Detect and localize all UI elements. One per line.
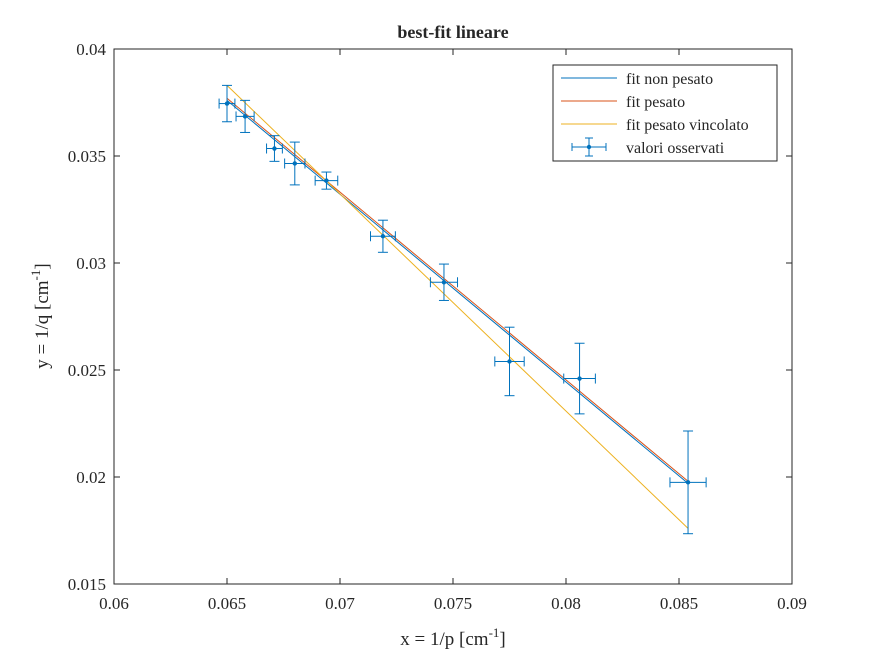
fit-line-fit-non-pesato bbox=[226, 99, 689, 484]
data-points bbox=[218, 84, 707, 535]
y-tick-label: 0.02 bbox=[76, 468, 106, 487]
data-point bbox=[235, 99, 255, 133]
point-marker bbox=[441, 280, 447, 285]
x-axis-label: x = 1/p [cm-1] bbox=[400, 625, 505, 650]
point-marker bbox=[577, 376, 582, 381]
legend-label: valori osservati bbox=[626, 140, 725, 157]
y-tick-label: 0.04 bbox=[76, 40, 106, 59]
point-marker bbox=[292, 161, 297, 166]
legend-marker bbox=[586, 144, 592, 150]
data-point bbox=[563, 342, 596, 415]
data-point bbox=[266, 135, 283, 162]
x-tick-label: 0.075 bbox=[434, 594, 472, 613]
x-tick-label: 0.07 bbox=[325, 594, 355, 613]
x-tick-label: 0.06 bbox=[99, 594, 129, 613]
y-axis-ticks: 0.015 0.02 0.025 0.03 0.035 0.04 bbox=[68, 40, 792, 594]
point-marker bbox=[242, 114, 248, 119]
legend-label: fit pesato vincolato bbox=[626, 117, 749, 134]
point-marker bbox=[224, 101, 230, 106]
point-marker bbox=[685, 480, 691, 485]
data-point bbox=[370, 219, 396, 253]
point-marker bbox=[380, 234, 386, 239]
chart-title: best-fit lineare bbox=[397, 22, 508, 42]
x-tick-label: 0.08 bbox=[551, 594, 581, 613]
legend-box bbox=[552, 64, 778, 162]
x-tick-label: 0.09 bbox=[777, 594, 807, 613]
point-marker bbox=[507, 359, 512, 364]
data-point bbox=[429, 263, 459, 301]
y-tick-label: 0.015 bbox=[68, 575, 106, 594]
legend-item: fit pesato vincolato bbox=[561, 117, 749, 134]
x-tick-label: 0.085 bbox=[660, 594, 698, 613]
legend-item: fit non pesato bbox=[561, 71, 713, 88]
fit-lines bbox=[226, 85, 689, 529]
legend-label: fit non pesato bbox=[626, 71, 713, 88]
data-point bbox=[314, 171, 339, 190]
x-axis-ticks: 0.06 0.065 0.07 0.075 0.08 0.085 0.09 bbox=[99, 49, 807, 613]
x-tick-label: 0.065 bbox=[208, 594, 246, 613]
y-tick-label: 0.025 bbox=[68, 361, 106, 380]
data-point bbox=[218, 84, 236, 123]
legend-item: fit pesato bbox=[561, 94, 685, 111]
y-tick-label: 0.03 bbox=[76, 254, 106, 273]
legend-label: fit pesato bbox=[626, 94, 685, 111]
fit-line-fit-pesato bbox=[226, 97, 689, 482]
data-point bbox=[284, 141, 306, 186]
y-axis-label: y = 1/q [cm-1] bbox=[28, 263, 53, 368]
y-tick-label: 0.035 bbox=[68, 147, 106, 166]
data-point bbox=[669, 430, 707, 535]
data-point bbox=[494, 326, 525, 397]
point-marker bbox=[272, 146, 277, 151]
legend: fit non pesato fit pesato fit pesato vinco… bbox=[552, 64, 778, 162]
fit-line-fit-pesato-vincolato bbox=[226, 85, 689, 529]
point-marker bbox=[324, 178, 329, 183]
legend-item: valori osservati bbox=[571, 137, 725, 157]
